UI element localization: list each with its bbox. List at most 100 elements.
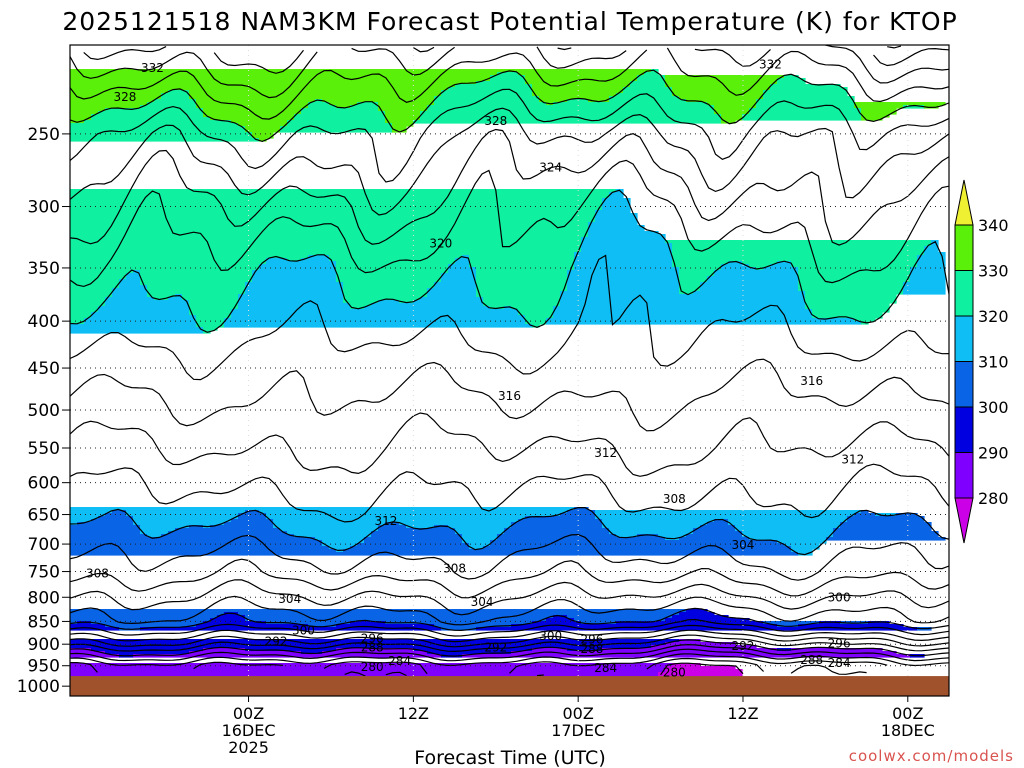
field-cell [679,282,701,286]
field-cell [336,270,449,274]
field-cell [133,519,232,523]
field-cell [70,525,141,529]
x-tick-label-18-0: 12Z [398,704,429,723]
x-tick-label-6-1: 16DEC [222,721,276,740]
field-cell [672,255,918,259]
field-cell [553,615,568,619]
field-cell [567,282,680,286]
field-cell [231,312,519,316]
field-cell [371,534,463,538]
field-cell [581,246,673,250]
contour-328 [70,88,949,183]
contour-label-292: 292 [265,635,288,649]
field-cell [476,276,568,280]
field-cell [910,273,946,277]
field-cell [70,99,155,103]
contour-290 [70,639,949,657]
field-cell [602,525,701,529]
field-cell [511,306,554,310]
contour-label-292: 292 [732,639,755,653]
field-cell [588,228,645,232]
field-cell [518,309,554,313]
field-cell [70,93,162,97]
field-cell [525,75,638,79]
field-cell [231,315,526,319]
field-cell [798,288,904,292]
field-cell [364,537,463,541]
field-cell [336,279,442,283]
field-cell [784,75,799,79]
field-cell [343,294,428,298]
field-cell [245,129,281,133]
field-cell [70,309,99,313]
field-cell [637,78,666,82]
field-cell [567,279,680,283]
field-cell [595,213,638,217]
field-cell [574,267,680,271]
contour-294 [70,629,949,648]
field-cell [854,102,946,106]
field-cell [350,546,470,550]
field-cell [385,117,421,121]
field-cell [714,105,757,109]
field-cell [70,114,92,118]
field-cell [266,621,351,625]
field-cell [672,243,932,247]
field-cell [294,117,386,121]
field-cell [637,75,666,79]
field-cell [315,537,365,541]
field-cell [497,72,519,76]
field-cell [336,264,449,268]
field-cell [70,204,603,208]
field-cell [532,648,568,652]
pressure-axis: 250 300 350 400 450 500 550 600 650 700 750 800 850 9… [17,125,70,697]
field-cell [378,528,456,532]
field-cell [336,624,435,628]
field-cell [357,543,470,547]
y-tick-label-500: 500 [28,401,60,421]
field-cell [147,294,176,298]
field-cell [70,81,477,85]
field-cell [399,300,414,304]
field-cell [910,270,946,274]
colorbar-segment-0 [954,224,974,271]
field-cell [609,531,694,535]
field-cell [637,534,659,538]
field-cell [70,126,246,130]
field-cell [189,93,442,97]
field-cell [70,267,260,271]
field-cell [679,639,701,643]
field-cell [742,534,834,538]
field-cell [721,120,736,124]
field-cell [518,519,603,523]
field-cell [301,258,330,262]
field-cell [70,225,589,229]
field-cell [70,189,617,193]
field-cell [525,318,547,322]
theta-contour-lines [70,45,949,677]
field-cell [98,309,190,313]
colorbar-label-290: 290 [978,444,1009,463]
field-cell [70,321,85,325]
field-cell [812,312,883,316]
x-tick-label-6-0: 00Z [233,704,264,723]
field-cell [665,669,743,673]
field-cell [609,96,680,100]
field-cell [791,261,918,265]
field-cell [476,81,526,85]
field-cell [602,198,631,202]
field-cell [189,312,232,316]
field-cell [798,273,911,277]
field-cell [238,303,351,307]
colorbar-label-330: 330 [978,262,1009,281]
field-cell [511,525,603,529]
field-cell [224,522,274,526]
field-cell [245,615,554,619]
field-cell [231,309,519,313]
field-cell [119,279,141,283]
field-cell [623,90,673,94]
field-cell [161,534,295,538]
y-tick-label-850: 850 [28,612,60,632]
field-cell [721,114,743,118]
field-cell [406,525,435,529]
